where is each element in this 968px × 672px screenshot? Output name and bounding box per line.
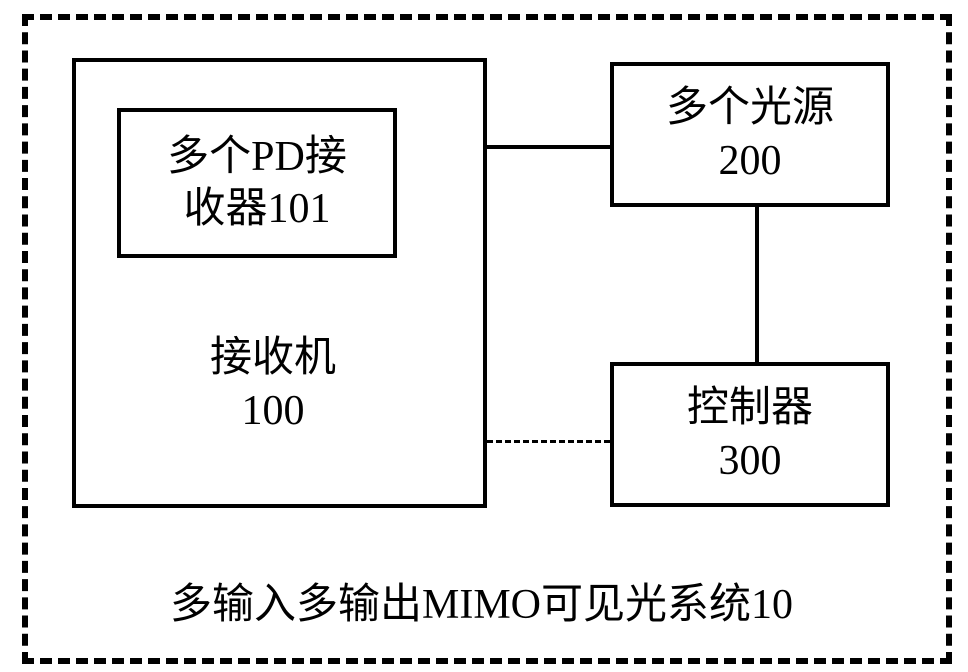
- controller-label-2: 300: [719, 435, 782, 488]
- controller-label-1: 控制器: [687, 382, 813, 435]
- light-source-label-2: 200: [719, 135, 782, 188]
- receiver-label-2: 100: [210, 385, 336, 438]
- connector-receiver-controller: [487, 440, 610, 443]
- receiver-label-1: 接收机: [210, 332, 336, 385]
- connector-receiver-light: [487, 145, 610, 149]
- receiver-label: 接收机 100: [210, 332, 336, 437]
- pd-receiver-box: 多个PD接 收器101: [117, 108, 397, 258]
- pd-receiver-label-2: 收器101: [183, 183, 330, 236]
- light-source-label-1: 多个光源: [666, 82, 834, 135]
- connector-light-controller: [755, 207, 759, 362]
- pd-receiver-label-1: 多个PD接: [167, 131, 347, 184]
- system-title: 多输入多输出MIMO可见光系统10: [170, 570, 793, 631]
- controller-box: 控制器 300: [610, 362, 890, 507]
- light-source-box: 多个光源 200: [610, 62, 890, 207]
